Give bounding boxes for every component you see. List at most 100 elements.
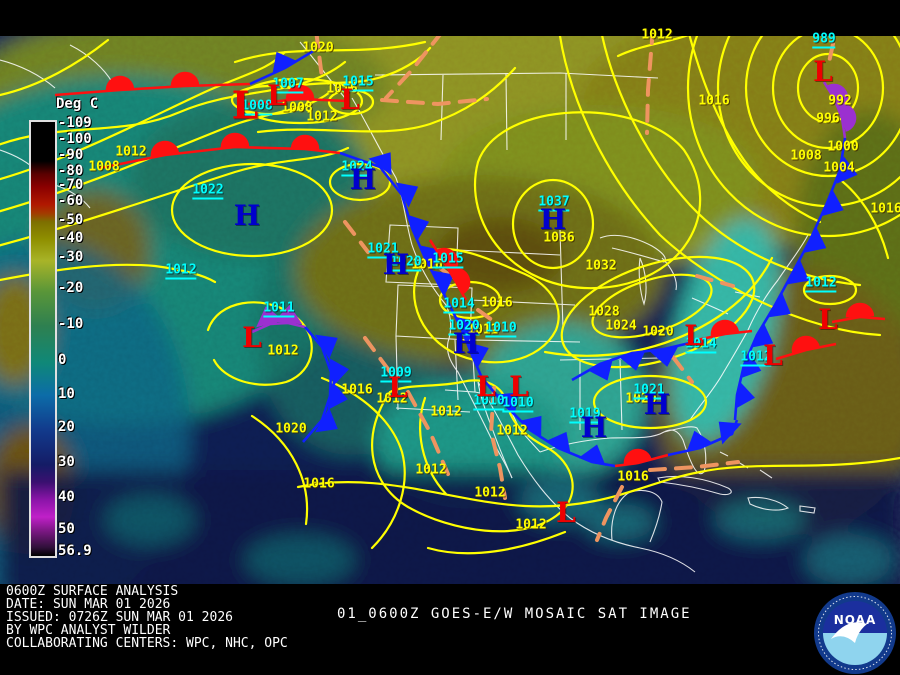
colorbar-tick: -20 [58,280,84,297]
colorbar-tick: -109 [58,115,92,132]
pressure-center-label: 1012 [165,262,197,280]
pressure-center-label: 1011 [263,300,295,318]
isobar-label: 1036 [543,230,575,246]
footer-black-band [0,584,900,675]
pressure-center-label: 1014 [685,336,717,354]
pressure-center-label: 1012 [805,275,837,293]
pressure-center-label: 1010 [485,320,517,338]
isobar-label: 1020 [275,421,307,437]
isobar-label: 1032 [585,258,617,274]
isobar-label: 1012 [496,423,528,439]
low-pressure-symbol: L [684,319,704,353]
colorbar-tick: -40 [58,230,84,247]
isobar-label: 1012 [115,144,147,160]
isobar-label: 1024 [605,318,637,334]
colorbar-tick: -50 [58,212,84,229]
isobar-label: 996 [816,111,840,127]
high-pressure-symbol: H [580,411,608,445]
isobar-label: 1012 [641,27,673,43]
pressure-center-label: 1021 [633,382,665,400]
isobar-label: 1020 [642,324,674,340]
high-pressure-symbol: H [382,248,410,282]
isobar-label: 1020 [302,40,334,56]
low-pressure-symbol: L [813,55,833,89]
low-pressure-symbol: L [388,371,408,405]
isobar-label: 1012 [415,462,447,478]
isobar-label: 1012 [306,109,338,125]
high-pressure-symbol: H [539,203,567,237]
analysis-title-line: COLLABORATING CENTERS: WPC, NHC, OPC [6,636,288,651]
analysis-title-line: BY WPC ANALYST WILDER [6,623,171,638]
colorbar-tick: 56.9 [58,543,92,560]
colorbar-tick: -70 [58,177,84,194]
noaa-logo: NOAA [813,591,897,675]
low-pressure-symbol: L [476,370,496,404]
high-pressure-symbol: H [349,163,377,197]
mosaic-caption: 01_0600Z GOES-E/W MOSAIC SAT IMAGE [337,606,692,622]
low-pressure-symbol: L [231,82,259,128]
analysis-title-line: 0600Z SURFACE ANALYSIS [6,584,179,599]
colorbar-tick: 30 [58,454,75,471]
colorbar-tick: 20 [58,419,75,436]
isobar-label: 1012 [474,485,506,501]
low-pressure-symbol: L [340,83,360,117]
fronts-layer [54,48,886,468]
low-pressure-symbol: L [509,370,529,404]
isobar-label: 1012 [430,404,462,420]
isobar-label: 1008 [790,148,822,164]
pressure-center-label: 1015 [342,74,374,92]
isobar-label: 1012 [267,343,299,359]
isobar-label: 1012 [515,517,547,533]
pressure-center-label: 1009 [380,365,412,383]
isobar-label: 1008 [281,100,313,116]
analysis-title-line: DATE: SUN MAR 01 2026 [6,597,171,612]
high-pressure-symbol: H [233,199,261,233]
isobar-label: 1016 [303,476,335,492]
isobar-label: 1016 [617,469,649,485]
colorbar-tick: 50 [58,521,75,538]
colorbar-tick: 10 [58,386,75,403]
analysis-title-block: 0600Z SURFACE ANALYSIS DATE: SUN MAR 01 2… [6,585,288,650]
analysis-title-line: ISSUED: 0726Z SUN MAR 01 2026 [6,610,233,625]
pressure-center-label: 989 [812,31,836,49]
colorbar-tick: -80 [58,163,84,180]
isobar-label: 992 [828,93,852,109]
colorbar-tick: 0 [58,352,67,369]
colorbar-tick: -90 [58,147,84,164]
high-pressure-symbol: H [452,327,480,361]
low-pressure-symbol: L [818,303,838,337]
low-pressure-symbol: L [763,339,783,373]
colorbar-tick: -60 [58,193,84,210]
colorbar-title: Deg C [56,96,99,112]
low-pressure-symbol: L [267,79,287,113]
isobar-label: 1012 [376,391,408,407]
noaa-logo-graphic [814,592,896,674]
colorbar-tick: -10 [58,316,84,333]
pressure-center-label: 1008 [241,98,273,116]
high-pressure-symbol: H [643,388,671,422]
mosaic-top-black-band [0,0,900,36]
pressure-center-label: 1015 [432,251,464,269]
isobar-label: 1016 [481,295,513,311]
low-pressure-symbol: L [242,321,262,355]
low-pressure-symbol: L [556,496,576,530]
colorbar-tick: 40 [58,489,75,506]
isobar-label: 1004 [823,160,855,176]
isobar-label: 1016 [341,382,373,398]
colorbar-tick: -100 [58,131,92,148]
isobar-label: 1016 [870,201,900,217]
pressure-center-label: 1024 [341,159,373,177]
noaa-logo-text: NOAA [833,613,877,627]
ir-temperature-colorbar [29,120,57,558]
isobar-label: 1016 [698,93,730,109]
colorbar-tick: -30 [58,249,84,266]
isobar-label: 1000 [827,139,859,155]
isobar-label: 1016 [326,81,358,97]
pressure-center-label: 1022 [192,182,224,200]
pressure-center-label: 1014 [443,296,475,314]
pressure-center-label: 1037 [538,194,570,212]
isobar-label: 1008 [88,159,120,175]
